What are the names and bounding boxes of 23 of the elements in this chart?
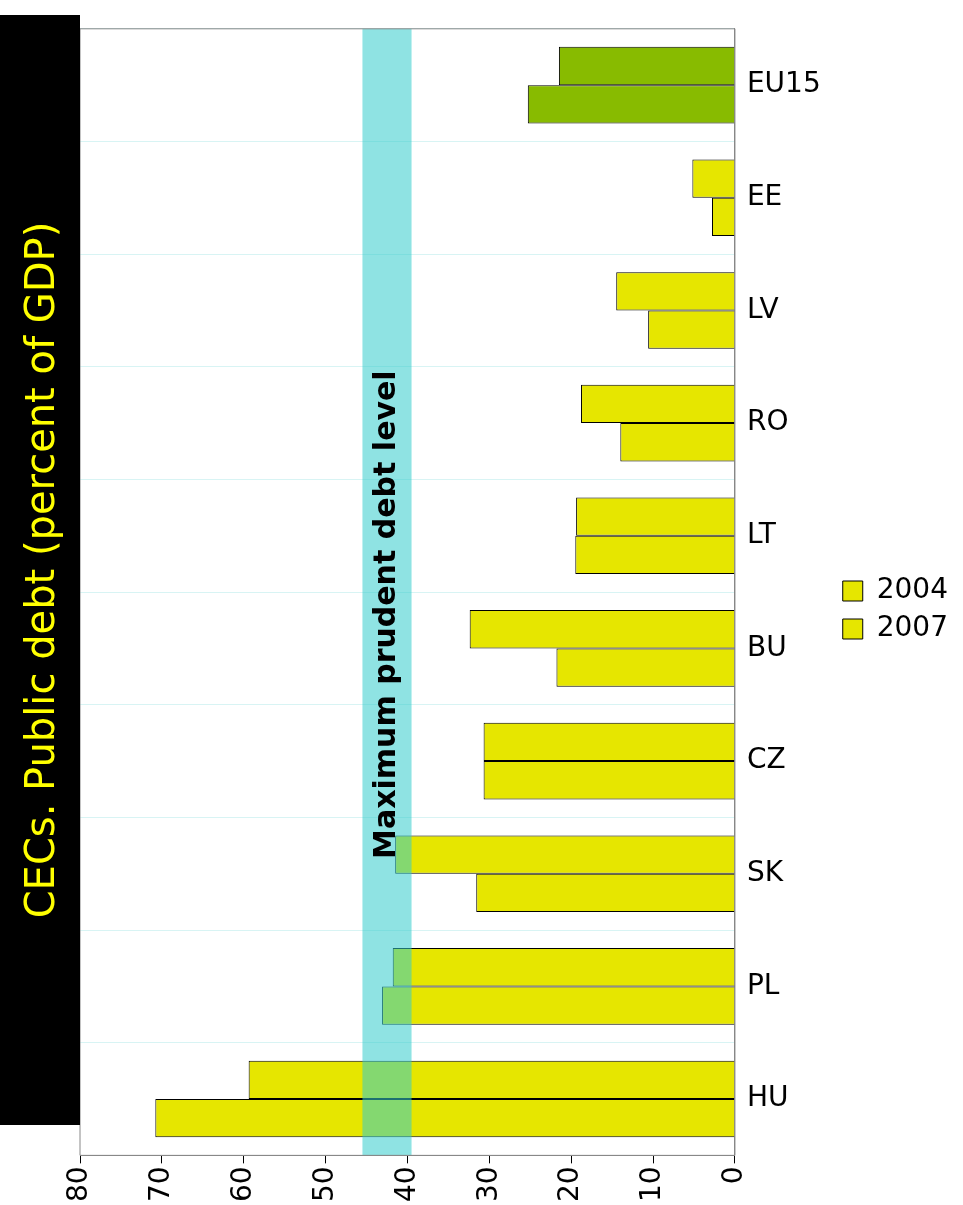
y-tick-label: RO bbox=[746, 404, 789, 438]
x-tick-label: 40 bbox=[388, 1166, 422, 1203]
legend-label: 2007 bbox=[876, 610, 949, 644]
y-tick-label: EE bbox=[746, 179, 783, 213]
x-tick-label: 80 bbox=[61, 1166, 95, 1203]
text: CECs. Public debt (percent of GDP) bbox=[17, 221, 63, 919]
y-tick-label: LV bbox=[746, 291, 779, 325]
x-tick-label: 60 bbox=[225, 1166, 259, 1203]
y-tick-label: PL bbox=[746, 967, 780, 1001]
x-tick-label: 70 bbox=[143, 1166, 177, 1203]
x-tick-label: 20 bbox=[552, 1166, 586, 1203]
x-tick-label: 30 bbox=[470, 1166, 504, 1203]
x-tick-label: 50 bbox=[306, 1166, 340, 1203]
band-label: Maximum prudent debt level bbox=[366, 370, 402, 859]
y-tick-label: CZ bbox=[746, 742, 786, 776]
legend-label: 2004 bbox=[876, 572, 949, 606]
x-tick-label: 10 bbox=[634, 1166, 668, 1203]
y-tick-label: EU15 bbox=[746, 66, 821, 100]
y-tick-label: HU bbox=[746, 1080, 789, 1114]
y-tick-label: SK bbox=[746, 855, 784, 889]
x-tick-label: 0 bbox=[716, 1166, 750, 1185]
y-tick-label: BU bbox=[746, 629, 787, 663]
y-tick-label: LT bbox=[746, 517, 777, 551]
